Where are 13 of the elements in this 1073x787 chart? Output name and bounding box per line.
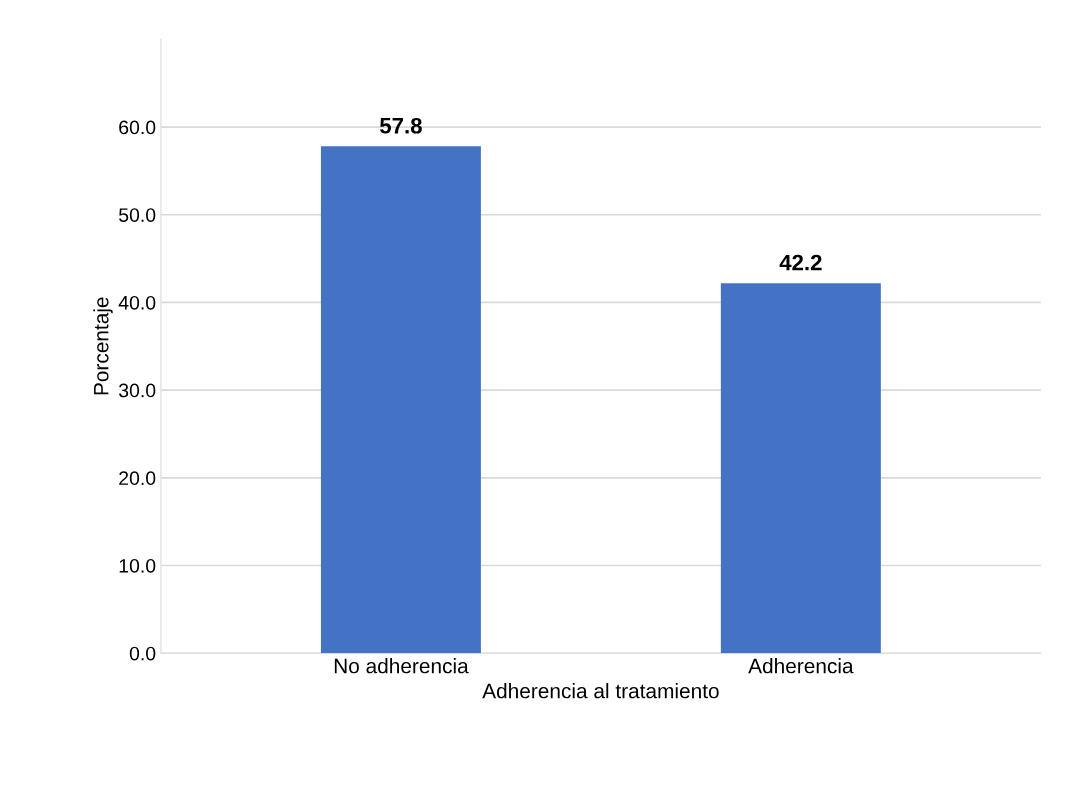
data-label: 57.8 xyxy=(379,117,422,134)
y-tick-label: 60.0 xyxy=(119,120,156,135)
y-tick-label: 50.0 xyxy=(119,208,156,222)
x-axis-title: Adherencia al tratamiento xyxy=(482,683,719,699)
x-tick-label: No adherencia xyxy=(334,658,469,674)
data-label: 42.2 xyxy=(779,254,822,271)
y-tick-label: 30.0 xyxy=(118,383,156,398)
y-axis-title: Porcentaje xyxy=(93,297,113,395)
y-tick-label: 20.0 xyxy=(119,471,156,486)
y-tick-label: 40.0 xyxy=(118,295,156,310)
x-tick-label: Adherencia xyxy=(748,658,854,674)
y-tick-label: 10.0 xyxy=(119,558,156,573)
y-tick-label: 0.0 xyxy=(129,646,156,661)
